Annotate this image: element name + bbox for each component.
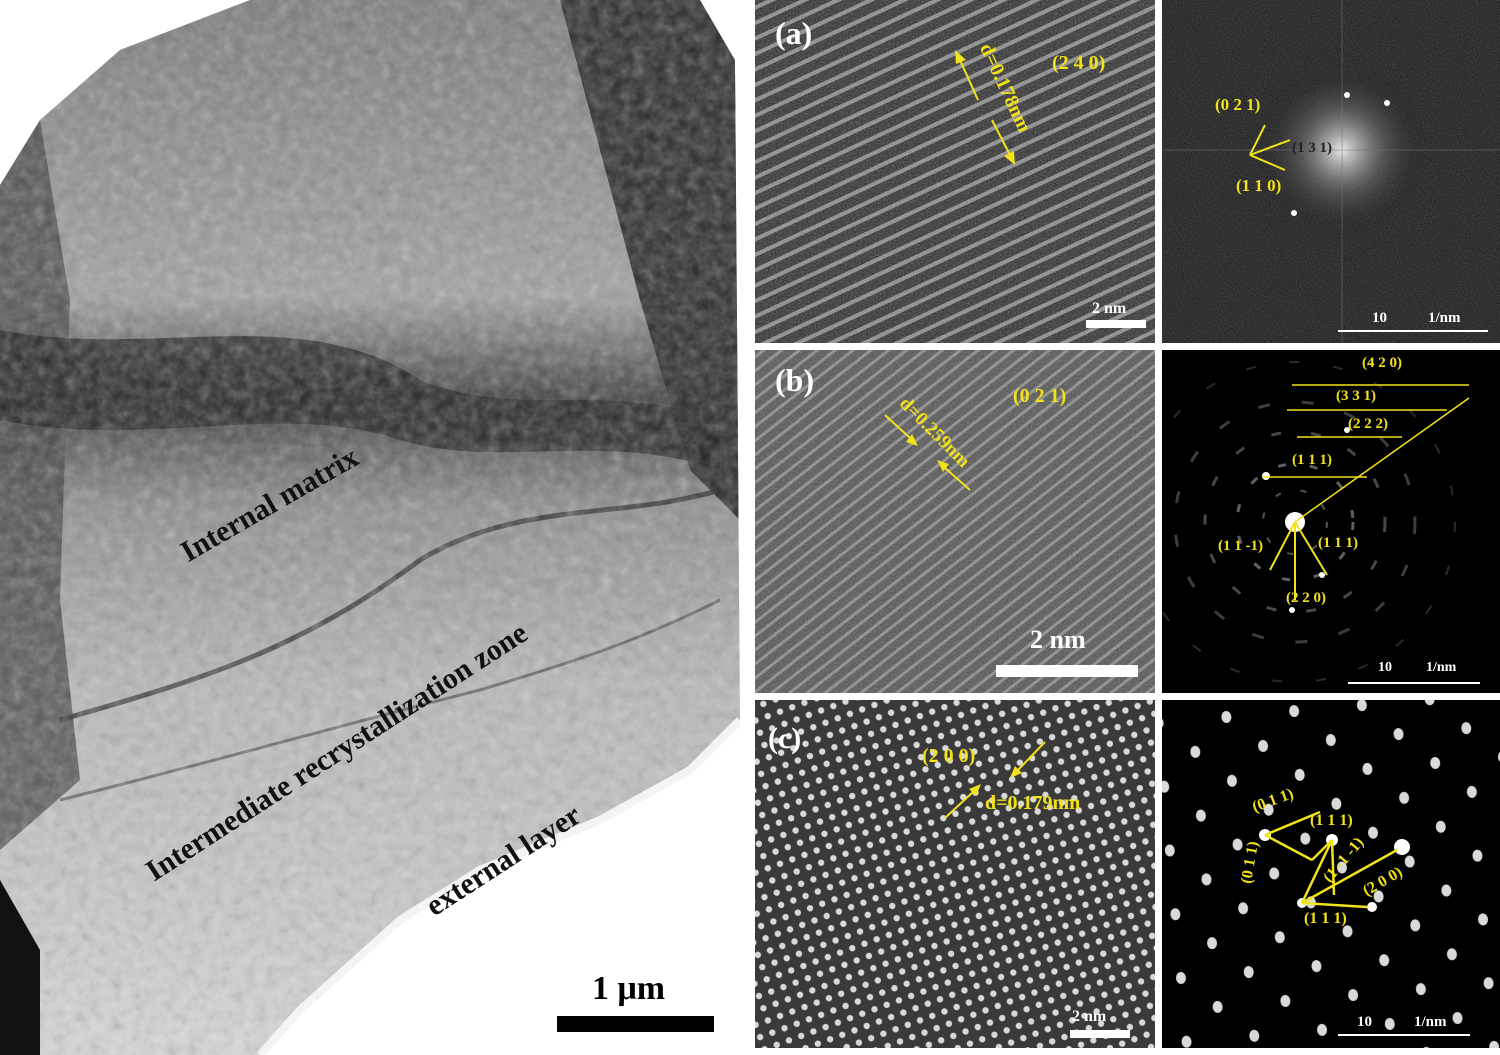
fft-pattern-a — [1162, 0, 1500, 343]
d-spacing-arrows-b — [884, 414, 971, 491]
hrtem-lattice-c — [755, 700, 1155, 1048]
saed-ring-label-b-3: (2 2 2) — [1348, 416, 1388, 432]
saed-spot-label-b-1: (1 1 -1) — [1218, 538, 1263, 554]
panel-letter-a: (a) — [775, 15, 813, 51]
hrtem-scale-bar-c — [1070, 1030, 1130, 1038]
saed-vectors-c — [1264, 810, 1398, 909]
hrtem-scale-bar-b — [996, 665, 1138, 677]
saed-scale-bar-unit-b: 1/nm — [1426, 660, 1457, 675]
hrtem-scale-bar-text-b: 2 nm — [1030, 625, 1086, 654]
plane-label-c: (2 0 0) — [922, 745, 976, 767]
d-spacing-arrows-a — [955, 50, 1015, 165]
tem-overview-drawing — [0, 0, 740, 1055]
hrtem-image-a — [755, 0, 1155, 343]
d-spacing-arrows-c — [944, 741, 1046, 819]
hrtem-image-b — [755, 350, 1155, 693]
saed-scale-bar-value-b: 10 — [1378, 660, 1392, 675]
fft-scale-bar-unit-a: 1/nm — [1428, 310, 1461, 326]
hrtem-scale-bar-text-a: 2 nm — [1092, 300, 1127, 317]
panel-letter-b: (b) — [775, 362, 815, 398]
saed-vectors-b — [1262, 384, 1470, 600]
fft-image-a — [1162, 0, 1500, 343]
hrtem-scale-bar-a — [1086, 320, 1146, 328]
saed-scale-bar-b — [1348, 682, 1480, 684]
saed-spots-c — [1162, 700, 1500, 1048]
saed-ring-label-b-1: (4 2 0) — [1362, 355, 1402, 371]
overview-scale-bar — [557, 1016, 714, 1032]
saed-image-c — [1162, 700, 1500, 1048]
saed-image-b — [1162, 350, 1500, 693]
saed-scale-bar-unit-c: 1/nm — [1414, 1014, 1447, 1030]
saed-spot-label-c-6: (1 1 1) — [1304, 910, 1347, 927]
fft-scale-bar-a — [1338, 330, 1488, 332]
fft-spot-label-a-3: (1 1 0) — [1236, 176, 1282, 195]
hrtem-image-c — [755, 700, 1155, 1048]
fft-spot-label-a-2: (1 3 1) — [1292, 140, 1332, 156]
overview-scale-bar-text: 1 μm — [592, 970, 666, 1007]
saed-scale-bar-value-c: 10 — [1357, 1014, 1372, 1030]
saed-rings-b — [1162, 361, 1456, 683]
panel-letter-c: (c) — [768, 722, 802, 755]
hrtem-scale-bar-text-c: 2 nm — [1072, 1008, 1107, 1025]
saed-scale-bar-c — [1338, 1034, 1470, 1036]
fft-vectors-a — [1249, 124, 1291, 171]
hrtem-fringes-b — [755, 350, 1155, 693]
tem-overview-image — [0, 0, 740, 1055]
plane-label-a: (2 4 0) — [1052, 52, 1106, 74]
saed-spot-label-b-2: (1 1 1) — [1318, 535, 1358, 551]
saed-spot-label-b-3: (2 2 0) — [1286, 590, 1326, 606]
saed-ring-label-b-4: (1 1 1) — [1292, 452, 1332, 468]
d-spacing-label-c: d=0.179nm — [985, 792, 1081, 814]
plane-label-b: (0 2 1) — [1013, 385, 1067, 407]
fft-spot-label-a-1: (0 2 1) — [1215, 95, 1261, 114]
fft-scale-bar-value-a: 10 — [1372, 310, 1387, 326]
saed-ring-label-b-2: (3 3 1) — [1336, 388, 1376, 404]
hrtem-fringes-a — [755, 0, 1155, 343]
saed-spot-label-c-2: (1 1 1) — [1310, 812, 1353, 829]
